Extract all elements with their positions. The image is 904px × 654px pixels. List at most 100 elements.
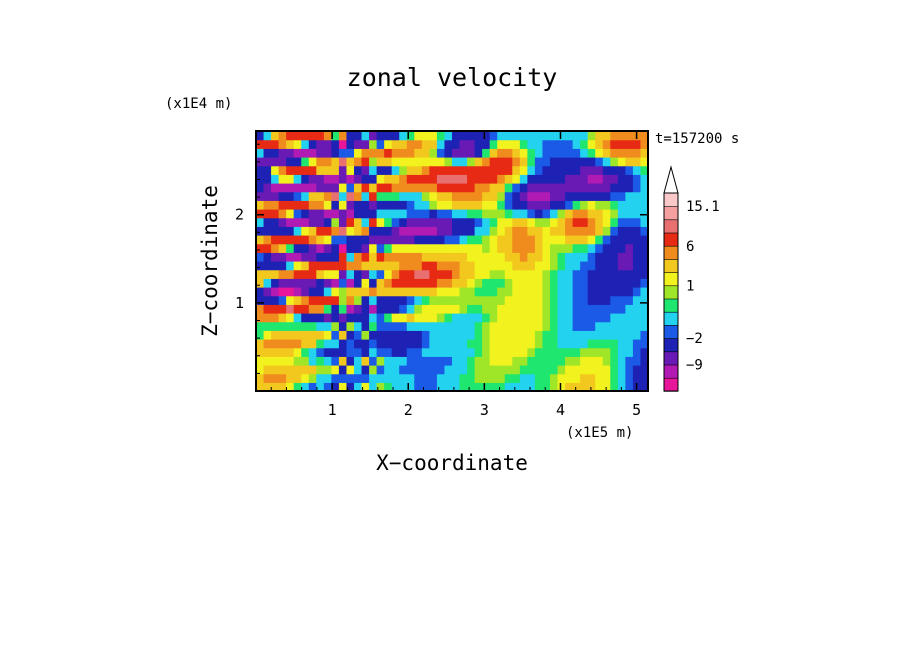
colorbar-segment (663, 271, 679, 287)
heatmap-cell (369, 148, 378, 158)
heatmap-cell (361, 174, 370, 184)
heatmap-cell (557, 148, 566, 158)
heatmap-cell (271, 252, 280, 262)
heatmap-cell (256, 321, 265, 331)
heatmap-cell (557, 235, 566, 245)
heatmap-cell (542, 131, 551, 141)
heatmap-cell (459, 209, 468, 219)
heatmap-cell (376, 269, 385, 279)
heatmap-cell (316, 304, 325, 314)
heatmap-cell (467, 157, 476, 167)
heatmap-cell (602, 313, 611, 323)
heatmap-cell (602, 321, 611, 331)
heatmap-cell (354, 278, 363, 288)
heatmap-cell (534, 252, 544, 262)
heatmap-cell (467, 191, 476, 201)
heatmap-cell (512, 304, 521, 314)
heatmap-cell (421, 295, 430, 305)
heatmap-cell (557, 321, 566, 331)
heatmap-cell (602, 139, 611, 149)
heatmap-cell (459, 226, 468, 236)
heatmap-cell (278, 287, 287, 297)
heatmap-cell (286, 148, 295, 158)
heatmap-cell (632, 347, 642, 357)
heatmap-cell (557, 382, 566, 391)
heatmap-cell (497, 243, 506, 253)
heatmap-cell (376, 191, 385, 201)
heatmap-cell (617, 243, 626, 253)
heatmap-cell (338, 217, 348, 227)
heatmap-cell (369, 235, 378, 245)
heatmap-cell (331, 139, 340, 149)
heatmap-cell (467, 313, 476, 323)
heatmap-cell (369, 287, 378, 297)
heatmap-cell (512, 287, 521, 297)
heatmap-cell (534, 165, 544, 175)
heatmap-cell (308, 287, 317, 297)
heatmap-cell (497, 365, 506, 375)
heatmap-cell (504, 373, 513, 383)
heatmap-cell (572, 347, 581, 357)
heatmap-cell (482, 339, 491, 349)
colorbar-segment (663, 245, 679, 260)
heatmap-cell (467, 226, 476, 236)
heatmap-cell (625, 339, 634, 349)
heatmap-cell (263, 330, 272, 340)
heatmap-cell (406, 287, 415, 297)
heatmap-cell (550, 313, 559, 323)
heatmap-cell (346, 235, 355, 245)
heatmap-cell (421, 148, 430, 158)
heatmap-cell (391, 226, 400, 236)
heatmap-cell (323, 356, 332, 366)
heatmap-cell (452, 235, 461, 245)
heatmap-cell (519, 226, 528, 236)
heatmap-cell (346, 252, 355, 262)
heatmap-cell (497, 356, 506, 366)
heatmap-cell (565, 373, 574, 383)
heatmap-cell (602, 191, 611, 201)
heatmap-cell (550, 243, 559, 253)
heatmap-cell (602, 269, 611, 279)
heatmap-cell (391, 261, 400, 271)
heatmap-cell (271, 209, 280, 219)
heatmap-cell (580, 278, 589, 288)
heatmap-cell (384, 295, 393, 305)
heatmap-cell (301, 365, 310, 375)
heatmap-cell (369, 356, 378, 366)
heatmap-cell (595, 269, 604, 279)
heatmap-cell (286, 174, 295, 184)
heatmap-cell (489, 148, 498, 158)
heatmap-cell (369, 339, 378, 349)
heatmap-cell (323, 243, 332, 253)
heatmap-cell (338, 304, 348, 314)
heatmap-cell (587, 339, 596, 349)
heatmap-cell (632, 157, 642, 167)
heatmap-cell (542, 347, 551, 357)
heatmap-cell (308, 183, 317, 193)
heatmap-cell (557, 217, 566, 227)
heatmap-cell (391, 148, 400, 158)
heatmap-cell (610, 330, 619, 340)
heatmap-cell (429, 304, 438, 314)
heatmap-cell (361, 287, 370, 297)
heatmap-cell (308, 321, 317, 331)
heatmap-cell (512, 365, 521, 375)
heatmap-cell (595, 139, 604, 149)
heatmap-cell (271, 278, 280, 288)
heatmap-cell (346, 191, 355, 201)
heatmap-cell (361, 295, 370, 305)
heatmap-cell (572, 295, 581, 305)
heatmap-cell (429, 217, 438, 227)
heatmap-cell (263, 278, 272, 288)
heatmap-cell (316, 339, 325, 349)
heatmap-cell (429, 295, 438, 305)
heatmap-cell (534, 139, 544, 149)
heatmap-cell (301, 313, 310, 323)
heatmap-cell (640, 339, 648, 349)
heatmap-cell (429, 243, 438, 253)
heatmap-cell (391, 313, 400, 323)
heatmap-cell (263, 226, 272, 236)
heatmap-cell (278, 200, 287, 210)
heatmap-cell (527, 139, 536, 149)
heatmap-cell (263, 313, 272, 323)
